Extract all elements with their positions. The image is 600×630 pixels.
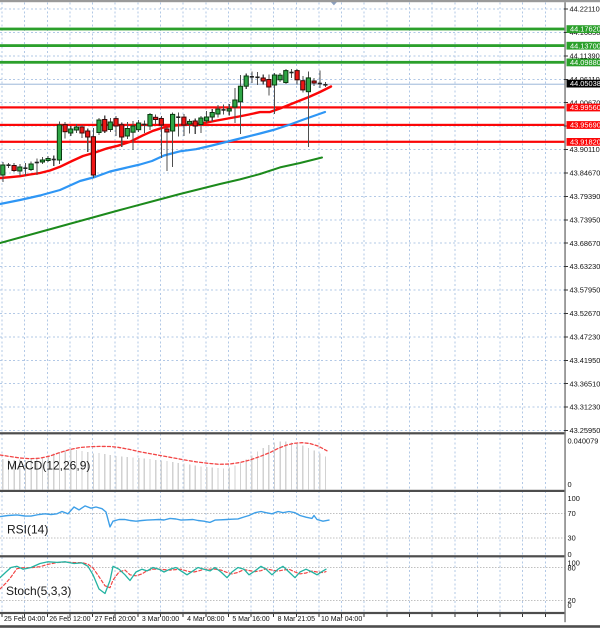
- svg-text:0: 0: [568, 480, 572, 489]
- svg-text:43.36510: 43.36510: [570, 379, 600, 388]
- svg-text:0: 0: [568, 601, 572, 610]
- svg-text:44.09880: 44.09880: [570, 58, 600, 67]
- svg-text:25 Feb 04:00: 25 Feb 04:00: [4, 616, 45, 623]
- svg-text:5 Mar 16:00: 5 Mar 16:00: [232, 616, 269, 623]
- svg-text:43.25950: 43.25950: [570, 426, 600, 435]
- svg-text:4 Mar 08:00: 4 Mar 08:00: [187, 616, 224, 623]
- svg-text:43.68670: 43.68670: [570, 239, 600, 248]
- svg-text:20: 20: [568, 596, 576, 605]
- svg-text:43.91820: 43.91820: [570, 138, 600, 147]
- svg-text:44.22110: 44.22110: [570, 5, 600, 14]
- svg-text:43.47230: 43.47230: [570, 333, 600, 342]
- svg-text:43.84670: 43.84670: [570, 169, 600, 178]
- svg-text:44.13700: 44.13700: [570, 41, 600, 50]
- svg-text:43.73950: 43.73950: [570, 215, 600, 224]
- svg-text:27 Feb 20:00: 27 Feb 20:00: [95, 616, 136, 623]
- svg-text:100: 100: [568, 558, 580, 567]
- svg-text:RSI(14): RSI(14): [7, 523, 48, 537]
- svg-text:26 Feb 12:00: 26 Feb 12:00: [49, 616, 90, 623]
- svg-text:43.95690: 43.95690: [570, 121, 600, 130]
- svg-text:43.79390: 43.79390: [570, 192, 600, 201]
- svg-text:30: 30: [568, 534, 576, 543]
- svg-text:43.31230: 43.31230: [570, 403, 600, 412]
- svg-text:8 Mar 21:05: 8 Mar 21:05: [278, 616, 315, 623]
- svg-text:43.52670: 43.52670: [570, 309, 600, 318]
- svg-text:10 Mar 04:00: 10 Mar 04:00: [321, 616, 362, 623]
- svg-text:80: 80: [568, 563, 576, 572]
- svg-text:70: 70: [568, 509, 576, 518]
- svg-text:43.99560: 43.99560: [570, 103, 600, 112]
- svg-text:0: 0: [568, 550, 572, 559]
- svg-text:44.00670: 44.00670: [570, 98, 600, 107]
- svg-text:3 Mar 00:00: 3 Mar 00:00: [142, 616, 179, 623]
- svg-text:44.06110: 44.06110: [570, 75, 600, 84]
- svg-text:44.11390: 44.11390: [570, 51, 600, 60]
- svg-text:43.41950: 43.41950: [570, 356, 600, 365]
- svg-text:MACD(12,26,9): MACD(12,26,9): [7, 459, 90, 473]
- svg-text:43.63230: 43.63230: [570, 262, 600, 271]
- svg-text:44.05038: 44.05038: [570, 79, 600, 88]
- svg-text:0.040079: 0.040079: [568, 437, 599, 446]
- svg-text:100: 100: [568, 494, 580, 503]
- svg-text:44.17620: 44.17620: [570, 25, 600, 34]
- svg-text:43.90110: 43.90110: [570, 145, 600, 154]
- svg-text:43.57950: 43.57950: [570, 286, 600, 295]
- svg-text:Stoch(5,3,3): Stoch(5,3,3): [6, 584, 71, 598]
